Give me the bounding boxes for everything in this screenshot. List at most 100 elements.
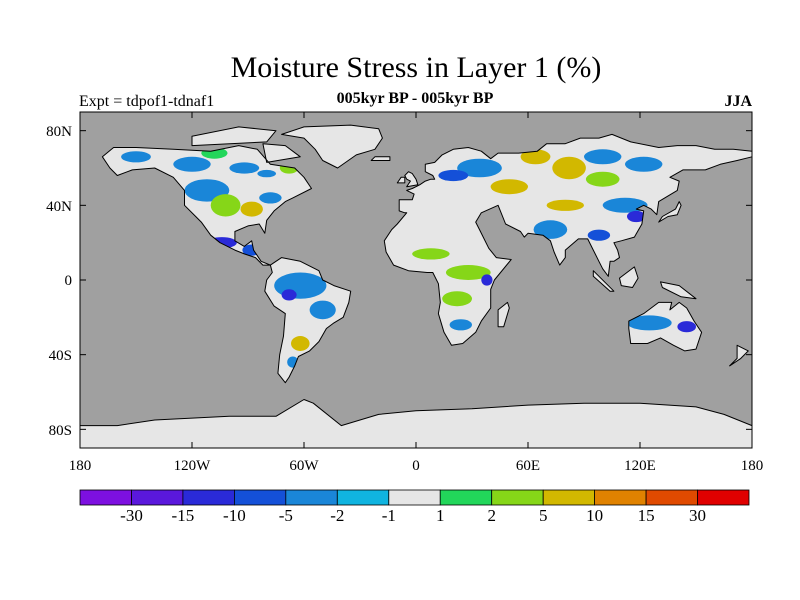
anomaly-patch <box>281 289 297 301</box>
anomaly-patch <box>625 156 663 172</box>
anomaly-patch <box>520 149 551 165</box>
coastline-iceland <box>370 156 391 161</box>
coastline-africa-eurasia <box>383 133 753 346</box>
coastline-greenland <box>281 124 383 169</box>
x-tick-label: 120E <box>624 458 656 474</box>
colorbar-label: -10 <box>223 506 246 525</box>
colorbar-swatch <box>491 489 544 506</box>
map-subtitle: 005kyr BP - 005kyr BP <box>336 90 494 107</box>
anomaly-layer <box>121 147 696 368</box>
anomaly-patch <box>587 229 611 241</box>
colorbar-label: -2 <box>330 506 345 525</box>
anomaly-patch <box>627 210 646 223</box>
anomaly-patch <box>442 291 472 307</box>
anomaly-patch <box>121 151 151 163</box>
anomaly-patch <box>677 321 696 333</box>
landmass-borneo <box>619 266 639 288</box>
y-tick-label: 80S <box>48 423 72 439</box>
coastline-sumatra <box>592 270 615 292</box>
landmass-antarctica <box>80 399 752 448</box>
anomaly-patch <box>490 179 528 195</box>
anomaly-patch <box>449 319 472 331</box>
coastline-arctic-islands <box>191 126 277 147</box>
coastline-japan <box>658 201 682 223</box>
colorbar-label: 10 <box>586 506 604 525</box>
colorbar-label: -5 <box>278 506 293 525</box>
colorbar-swatch <box>285 489 338 506</box>
colorbar-label: 30 <box>689 506 706 525</box>
landmass-new-zealand <box>729 345 749 366</box>
anomaly-patch <box>481 274 493 286</box>
coastline-british-isles <box>404 171 419 188</box>
colorbar-swatch <box>79 489 132 506</box>
anomaly-patch <box>210 194 241 217</box>
anomaly-patch <box>259 192 282 204</box>
landmass-baffin-island <box>262 143 301 163</box>
coastline-baffin-island <box>262 143 301 163</box>
colorbar-label: 15 <box>637 506 655 525</box>
anomaly-patch <box>626 315 672 331</box>
map-title: Moisture Stress in Layer 1 (%) <box>230 51 602 84</box>
coastline-south-america <box>264 257 352 384</box>
colorbar-label: 1 <box>435 506 445 525</box>
y-tick-label: 80N <box>46 124 72 140</box>
coastline-layer <box>79 124 753 449</box>
x-tick-label: 180 <box>740 458 764 474</box>
anomaly-patch <box>257 169 277 178</box>
anomaly-patch <box>412 248 450 260</box>
coastline-australia <box>628 301 703 352</box>
anomaly-patch <box>240 201 263 217</box>
x-tick-label: 0 <box>412 458 420 474</box>
y-tick-label: 40N <box>46 199 72 215</box>
landmass-arctic-islands <box>192 126 276 146</box>
season-label: JJA <box>724 93 752 110</box>
anomaly-patch <box>584 149 622 165</box>
anomaly-patch <box>457 158 502 178</box>
coastline-new-zealand <box>729 344 749 367</box>
landmass-ireland <box>397 177 405 183</box>
anomaly-patch <box>445 265 491 280</box>
landmass-madagascar <box>498 302 510 327</box>
anomaly-patch <box>309 300 336 320</box>
colorbar-swatch <box>182 489 235 506</box>
experiment-label: Expt = tdpof1-tdnaf1 <box>79 93 215 110</box>
colorbar-swatch <box>336 489 390 506</box>
anomaly-patch <box>546 199 584 211</box>
colorbar-swatch <box>439 489 493 506</box>
colorbar-swatch <box>131 489 184 506</box>
axis-ticks <box>79 112 753 448</box>
colorbar-label: -30 <box>120 506 143 525</box>
colorbar-label: -1 <box>381 506 396 525</box>
colorbar-label: 5 <box>538 506 548 525</box>
coastline-madagascar <box>497 301 510 328</box>
x-tick-label: 60E <box>515 458 541 474</box>
x-tick-label: 180 <box>68 458 92 474</box>
colorbar-swatch <box>542 489 596 506</box>
colorbar-swatch <box>233 489 287 506</box>
anomaly-patch <box>552 156 586 180</box>
anomaly-patch <box>438 169 469 182</box>
anomaly-patch <box>229 162 260 174</box>
landmass-new-guinea <box>660 281 696 299</box>
anomaly-patch <box>585 171 620 187</box>
colorbar-label: -15 <box>171 506 195 525</box>
coastline-antarctica <box>79 399 753 449</box>
landmass-japan <box>658 201 682 223</box>
colorbar-swatch <box>697 489 750 506</box>
colorbar-swatch <box>645 489 698 506</box>
anomaly-patch <box>533 220 568 239</box>
coastline-borneo <box>619 266 639 288</box>
landmass-iceland <box>371 156 390 161</box>
colorbar-swatch <box>594 489 647 506</box>
x-tick-label: 60W <box>289 458 319 474</box>
x-tick-label: 120W <box>173 458 211 474</box>
colorbar <box>79 489 750 506</box>
coastline-new-guinea <box>660 281 697 300</box>
landmass-greenland <box>281 125 383 168</box>
coastline-ireland <box>396 176 406 184</box>
colorbar-swatch <box>388 489 441 506</box>
colorbar-label: 2 <box>487 506 496 525</box>
landmass-africa-eurasia <box>384 134 752 346</box>
anomaly-patch <box>291 336 310 351</box>
